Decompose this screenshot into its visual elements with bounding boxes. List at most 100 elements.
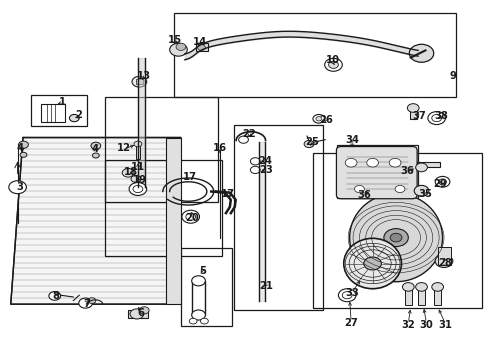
Text: 31: 31: [437, 320, 451, 330]
Text: 6: 6: [137, 308, 144, 318]
Circle shape: [304, 140, 313, 148]
Circle shape: [383, 229, 407, 247]
Circle shape: [315, 117, 321, 121]
Circle shape: [438, 179, 446, 185]
Circle shape: [415, 283, 427, 291]
Circle shape: [427, 112, 445, 125]
Text: 25: 25: [305, 137, 318, 147]
Circle shape: [49, 292, 61, 300]
Text: 23: 23: [259, 165, 273, 175]
Circle shape: [191, 276, 205, 286]
Bar: [233, 125, 322, 310]
Circle shape: [69, 114, 79, 122]
Text: 15: 15: [168, 35, 182, 45]
Bar: [191, 281, 205, 315]
Text: 32: 32: [401, 320, 414, 330]
Text: 8: 8: [53, 291, 60, 301]
Text: 4: 4: [92, 144, 99, 154]
Bar: [437, 247, 450, 265]
Circle shape: [191, 310, 205, 320]
Circle shape: [79, 298, 92, 308]
Bar: [31, 95, 87, 126]
Circle shape: [431, 283, 443, 291]
Bar: [41, 104, 65, 122]
Text: 19: 19: [132, 175, 146, 185]
Text: 36: 36: [357, 190, 370, 200]
Circle shape: [402, 283, 413, 291]
Text: 12: 12: [117, 143, 130, 153]
Circle shape: [9, 181, 26, 194]
Text: 20: 20: [185, 213, 199, 223]
Bar: [136, 79, 143, 84]
Text: 22: 22: [242, 129, 256, 139]
Circle shape: [388, 158, 400, 167]
Bar: [409, 107, 416, 119]
Bar: [181, 248, 232, 326]
Circle shape: [88, 298, 96, 303]
Circle shape: [328, 61, 338, 68]
Bar: [195, 43, 207, 51]
FancyBboxPatch shape: [336, 147, 416, 199]
Text: 14: 14: [192, 37, 206, 48]
Text: 7: 7: [83, 299, 90, 309]
Circle shape: [132, 76, 146, 87]
Circle shape: [131, 175, 141, 183]
Circle shape: [338, 289, 355, 302]
Bar: [404, 288, 411, 305]
Circle shape: [415, 163, 427, 172]
Circle shape: [345, 158, 356, 167]
Text: 35: 35: [418, 189, 431, 199]
Text: 16: 16: [213, 143, 226, 153]
Bar: [173, 13, 455, 97]
Circle shape: [394, 185, 404, 193]
Circle shape: [238, 136, 248, 143]
Circle shape: [250, 158, 260, 165]
Bar: [433, 288, 440, 305]
Circle shape: [324, 58, 342, 71]
Text: 4: 4: [17, 143, 24, 153]
Ellipse shape: [343, 238, 401, 289]
Text: 13: 13: [137, 71, 151, 81]
Text: 11: 11: [130, 162, 145, 172]
Text: 18: 18: [124, 167, 138, 177]
Circle shape: [200, 318, 208, 324]
Text: 26: 26: [319, 114, 333, 125]
Bar: [136, 143, 140, 159]
Text: 3: 3: [16, 182, 23, 192]
Circle shape: [363, 257, 381, 270]
Bar: [128, 310, 147, 318]
Polygon shape: [11, 138, 181, 304]
Text: 34: 34: [345, 135, 358, 145]
Circle shape: [197, 45, 205, 50]
Bar: [337, 145, 417, 198]
Circle shape: [366, 158, 378, 167]
Text: 33: 33: [345, 288, 358, 298]
Text: 37: 37: [412, 111, 426, 121]
Circle shape: [176, 43, 185, 50]
Text: 30: 30: [419, 320, 432, 330]
Circle shape: [250, 166, 260, 174]
Text: 21: 21: [259, 281, 273, 291]
Text: 17: 17: [183, 172, 196, 182]
Text: 2: 2: [75, 110, 81, 120]
Text: 29: 29: [432, 179, 446, 189]
Text: 9: 9: [448, 71, 455, 81]
Bar: [166, 138, 181, 304]
Text: 36: 36: [399, 166, 413, 176]
Circle shape: [92, 153, 99, 158]
Circle shape: [122, 168, 134, 177]
Text: 27: 27: [344, 318, 357, 328]
Bar: [105, 97, 217, 202]
Circle shape: [408, 44, 433, 62]
Circle shape: [182, 210, 199, 223]
Text: 28: 28: [437, 258, 451, 268]
Bar: [105, 160, 221, 256]
Bar: [312, 153, 481, 308]
Circle shape: [91, 142, 101, 149]
Text: 10: 10: [325, 55, 339, 66]
Bar: [417, 288, 424, 305]
Circle shape: [407, 104, 418, 112]
Text: 38: 38: [433, 111, 447, 121]
Circle shape: [19, 141, 28, 148]
Circle shape: [134, 141, 142, 147]
